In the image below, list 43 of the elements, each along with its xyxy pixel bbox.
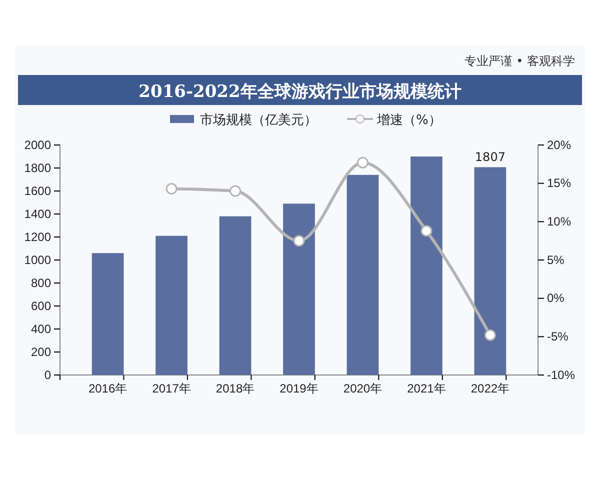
legend-label: 市场规模（亿美元） [200, 112, 317, 128]
bar [156, 236, 188, 375]
y-tick-label: 0 [44, 368, 52, 382]
y-tick-label: 800 [30, 276, 52, 290]
legend-label: 增速（%） [376, 113, 442, 128]
y2-tick-label: 5% [547, 252, 565, 267]
x-tick-label: 2016年 [88, 381, 128, 396]
y-tick-label: 1000 [24, 252, 52, 267]
point [356, 156, 368, 168]
y-tick-label: 1400 [24, 206, 52, 221]
y2-tick-label: -10% [547, 368, 576, 382]
y2-tick-label: -5% [547, 330, 569, 344]
y-tick-label: 1200 [24, 230, 52, 244]
x-tick-label: 2022年 [470, 381, 510, 396]
point [420, 225, 432, 237]
data-label: 1807 [474, 150, 506, 164]
bar [219, 216, 252, 375]
chart-title: 2016-2022年全球游戏行业市场规模统计 [138, 82, 462, 102]
x-tick-label: 2020年 [343, 381, 382, 396]
y-tick-label: 600 [30, 298, 52, 313]
y-tick-label: 1800 [24, 160, 52, 175]
x-tick-label: 2021年 [407, 381, 446, 396]
point [484, 329, 496, 341]
y-tick-label: 1600 [24, 184, 52, 198]
y2-tick-label: 20% [547, 138, 572, 152]
bar [92, 253, 124, 375]
x-tick-label: 2018年 [216, 381, 255, 396]
x-tick-label: 2019年 [280, 381, 318, 396]
bar [410, 156, 442, 375]
y2-tick-label: 10% [547, 214, 572, 229]
point [230, 185, 242, 197]
text: 专业严谨 • 客观科学 [464, 54, 575, 68]
bar [474, 167, 506, 375]
x-tick-label: 2017年 [152, 381, 191, 396]
y2-tick-label: 0% [547, 291, 565, 306]
point [293, 235, 305, 247]
bar [283, 204, 315, 375]
y-tick-label: 2000 [24, 138, 52, 152]
point [166, 182, 178, 194]
bar [346, 174, 379, 375]
y-tick-label: 400 [30, 322, 52, 336]
y2-tick-label: 15% [547, 176, 572, 190]
y-tick-label: 200 [30, 344, 52, 359]
